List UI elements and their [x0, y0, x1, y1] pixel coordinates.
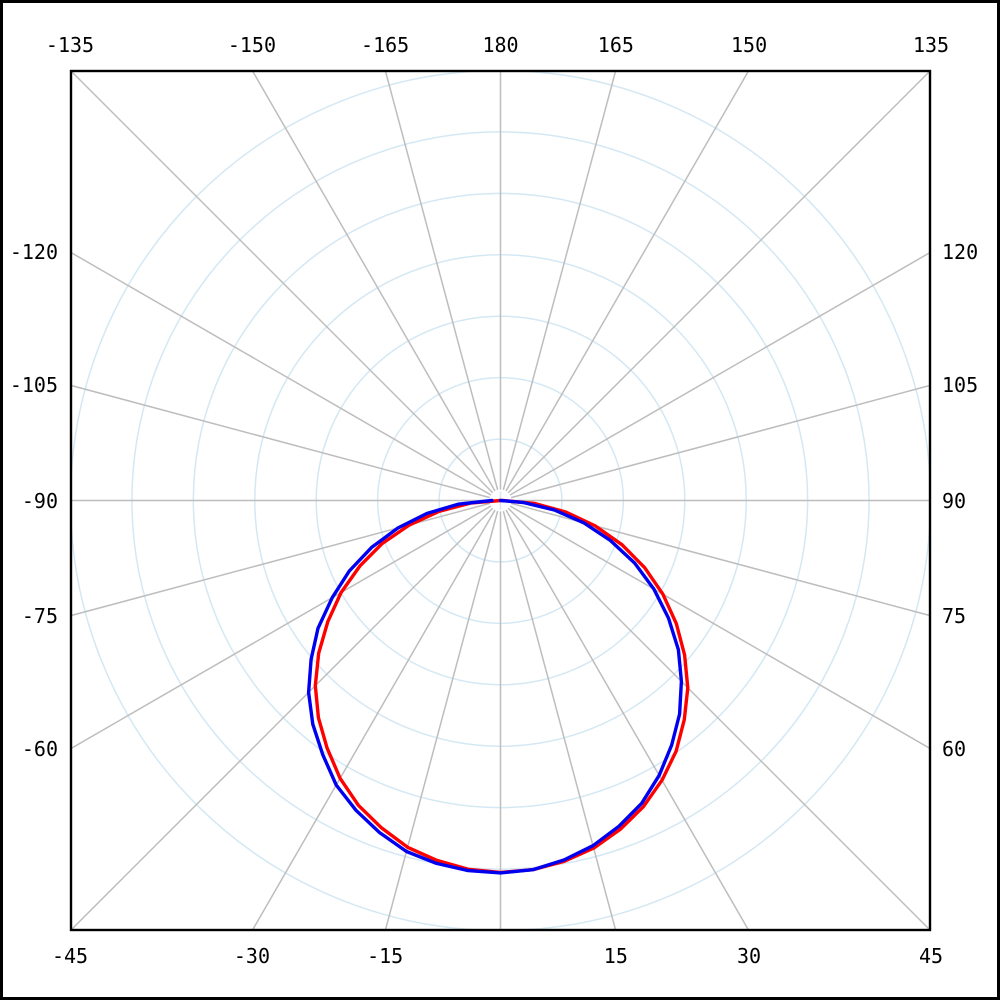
angle-label--120: -120: [9, 239, 58, 264]
angle-label--90: -90: [21, 488, 58, 513]
angle-spoke-gridline: [507, 71, 930, 494]
angle-spoke-gridline: [251, 509, 496, 930]
angle-label-165: 165: [597, 33, 634, 57]
angle-spoke-gridline: [71, 251, 492, 496]
angle-label-60: 60: [942, 737, 967, 762]
angle-spoke-gridline: [71, 502, 491, 617]
angle-label--150: -150: [227, 33, 277, 57]
angle-label--45: -45: [51, 944, 89, 968]
angle-spoke-gridline: [509, 505, 930, 750]
angle-label-30: 30: [737, 944, 762, 968]
angle-spoke-gridline: [502, 71, 617, 491]
angle-spoke-gridline: [505, 509, 750, 930]
angle-spoke-gridline: [71, 507, 494, 930]
angle-label--75: -75: [21, 603, 58, 628]
angle-label--60: -60: [21, 737, 58, 762]
angle-label-105: 105: [942, 373, 979, 398]
angle-spoke-gridline: [510, 502, 930, 617]
angle-label-135: 135: [912, 33, 950, 57]
angle-spoke-gridline: [71, 71, 494, 494]
angle-spoke-gridline: [502, 510, 617, 930]
angle-spoke-gridline: [71, 505, 492, 750]
angle-spoke-gridline: [510, 384, 930, 499]
angle-spoke-gridline: [251, 71, 496, 492]
angle-label-75: 75: [942, 603, 967, 628]
angle-label-150: 150: [730, 33, 768, 57]
angle-spoke-gridline: [507, 507, 930, 930]
angle-label--135: -135: [45, 33, 95, 57]
angle-label--105: -105: [9, 373, 58, 398]
angle-label--165: -165: [361, 33, 410, 57]
angle-spoke-gridline: [71, 384, 491, 499]
angle-label-90: 90: [942, 488, 967, 513]
angle-label-120: 120: [942, 239, 979, 264]
series_blue-curve: [306, 498, 684, 875]
angle-label--30: -30: [233, 944, 270, 968]
angle-label-45: 45: [918, 944, 944, 968]
angle-spoke-gridline: [384, 510, 499, 930]
plot-box-border: [69, 69, 932, 932]
series_red-curve: [313, 498, 690, 875]
angle-spoke-gridline: [505, 71, 750, 492]
angle-label--15: -15: [367, 944, 404, 968]
angle-spoke-gridline: [509, 251, 930, 496]
series-curves: [306, 498, 690, 875]
angle-label-15: 15: [603, 944, 628, 968]
angle-spoke-gridline: [384, 71, 499, 491]
angle-label-180: 180: [482, 33, 519, 57]
